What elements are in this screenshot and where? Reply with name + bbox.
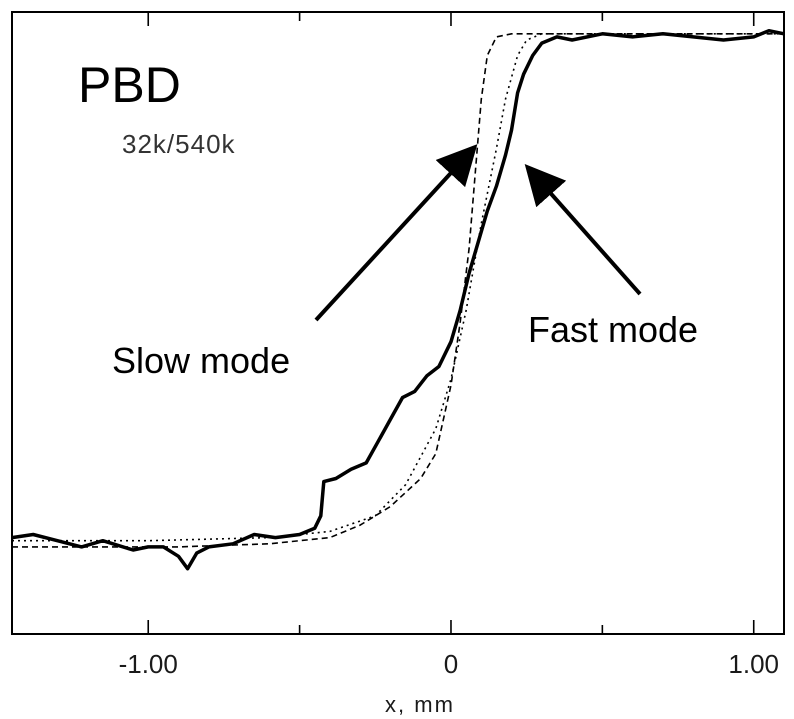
series-line-solid-thick [11,28,785,571]
fast-mode-arrow [524,164,642,296]
x-tick-label: 0 [444,649,458,679]
series-layer [11,28,785,571]
slow-mode-arrow [314,144,478,322]
series-line-dotted [12,33,784,542]
series-line-dashed [12,33,784,548]
slow-mode-label: Slow mode [112,340,290,381]
chart-title: PBD [78,57,181,113]
chart-subtitle: 32k/540k [122,129,236,159]
tick-layer: -1.00 0 1.00 [119,12,779,679]
x-axis-label: x, mm [385,692,455,717]
x-tick-label: -1.00 [119,649,178,679]
plot-frame [11,11,785,635]
x-tick-label: 1.00 [728,649,779,679]
fast-mode-label: Fast mode [528,309,698,350]
